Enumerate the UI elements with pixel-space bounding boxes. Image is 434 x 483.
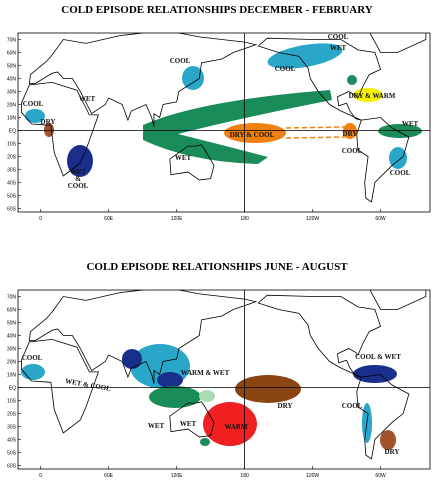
lon-label: 0 [39, 216, 42, 222]
lat-label: 40N [7, 334, 17, 340]
climate-region [224, 123, 286, 143]
lat-label: 40S [7, 438, 17, 444]
lat-label: EQ [9, 386, 16, 392]
climate-region [199, 390, 215, 402]
region-label: WET [330, 44, 347, 52]
lat-label: 40N [7, 77, 17, 83]
region-label: WARM [225, 423, 248, 431]
lat-label: 50S [7, 194, 17, 200]
region-label: WET [148, 422, 165, 430]
climate-region [380, 430, 396, 450]
region-label: COOL [23, 100, 44, 108]
lat-label: 10N [7, 373, 17, 379]
lat-label: 60N [7, 51, 17, 57]
map-content [18, 290, 430, 469]
region-label: WET [402, 120, 419, 128]
region-label: DRY & COOL [230, 131, 275, 139]
region-label: DRY [41, 118, 56, 126]
region-label: COOL [170, 57, 191, 65]
region-label: WET [70, 168, 87, 176]
lat-label: 20S [7, 412, 17, 418]
climate-region [25, 109, 45, 123]
climate-region [143, 90, 332, 164]
lat-label: 50N [7, 64, 17, 70]
region-label: DRY [278, 402, 293, 410]
lon-label: 60E [104, 216, 114, 222]
climate-region [235, 375, 301, 403]
region-label: & [75, 175, 81, 183]
climate-region [203, 402, 257, 446]
lat-label: 60S [7, 464, 17, 470]
lat-label: 30S [7, 168, 17, 174]
lat-label: 70N [7, 295, 17, 301]
lon-label: 60W [375, 216, 386, 222]
climate-region [157, 372, 183, 388]
lat-label: 20N [7, 360, 17, 366]
lon-label: 120W [306, 216, 319, 222]
map-title: COLD EPISODE RELATIONSHIPS DECEMBER - FE… [61, 4, 372, 16]
lat-label: 30N [7, 90, 17, 96]
climate-region [347, 75, 357, 85]
region-label: WET [175, 154, 192, 162]
region-label: COOL [390, 169, 411, 177]
region-label: COOL [342, 402, 363, 410]
climate-region [182, 66, 204, 90]
lat-label: EQ [9, 129, 16, 135]
climate-region [67, 145, 93, 177]
lon-label: 60W [375, 473, 386, 479]
climate-region [343, 123, 357, 139]
climate-region [389, 147, 407, 169]
lat-label: 20N [7, 103, 17, 109]
climate-region [149, 386, 201, 408]
region-label: COOL & WET [355, 353, 401, 361]
region-label: WARM & WET [181, 369, 230, 377]
climate-region [21, 364, 45, 380]
climate-region [378, 124, 422, 138]
map-content [18, 33, 430, 212]
lat-label: 10N [7, 116, 17, 122]
map-panel: COLD EPISODE RELATIONSHIPS DECEMBER - FE… [7, 4, 431, 222]
map-panels: COLD EPISODE RELATIONSHIPS DECEMBER - FE… [7, 4, 431, 479]
lat-label: 60S [7, 207, 17, 213]
map-panel: COLD EPISODE RELATIONSHIPS JUNE - AUGUST… [7, 261, 431, 479]
lat-label: 10S [7, 142, 17, 148]
climate-region [200, 438, 210, 446]
region-label: COOL [22, 354, 43, 362]
lat-label: 70N [7, 38, 17, 44]
region-label: COOL [275, 65, 296, 73]
region-label: COOL [68, 182, 89, 190]
lat-label: 30N [7, 347, 17, 353]
lon-label: 120E [171, 216, 183, 222]
climate-region [285, 126, 346, 139]
lon-label: 60E [104, 473, 114, 479]
lat-label: 50N [7, 321, 17, 327]
map-title: COLD EPISODE RELATIONSHIPS JUNE - AUGUST [86, 261, 348, 273]
lon-label: 0 [39, 473, 42, 479]
climate-region [267, 43, 343, 69]
region-label: COOL [328, 33, 349, 41]
lon-label: 180 [240, 473, 249, 479]
lat-label: 50S [7, 451, 17, 457]
lat-label: 60N [7, 308, 17, 314]
lat-label: 30S [7, 425, 17, 431]
climate-region [122, 349, 142, 369]
lon-label: 180 [240, 216, 249, 222]
lat-label: 10S [7, 399, 17, 405]
region-label: COOL [342, 147, 363, 155]
region-label: DRY & WARM [349, 92, 396, 100]
lat-label: 20S [7, 155, 17, 161]
region-label: WET [180, 420, 197, 428]
lon-label: 120E [171, 473, 183, 479]
region-label: DRY [343, 130, 358, 138]
lat-label: 40S [7, 181, 17, 187]
region-label: WET [79, 95, 96, 103]
region-label: DRY [385, 448, 400, 456]
climate-region [353, 365, 397, 383]
lon-label: 120W [306, 473, 319, 479]
